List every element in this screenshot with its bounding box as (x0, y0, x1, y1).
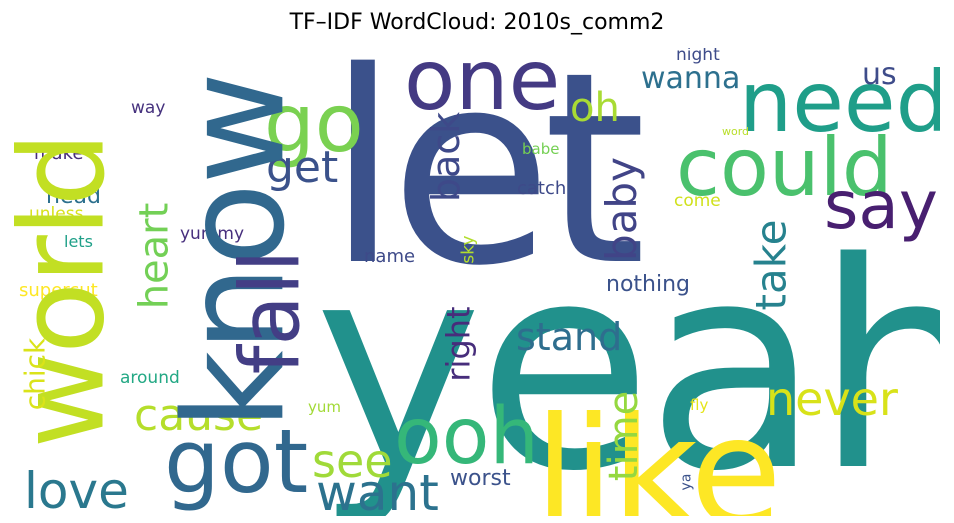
word-come: come (674, 191, 721, 211)
word-fly: fly (690, 396, 709, 414)
word-make: make (34, 143, 84, 164)
word-one: one (404, 48, 561, 129)
word-supercut: supercut (19, 280, 98, 301)
word-night: night (676, 48, 720, 65)
word-baby: baby (596, 157, 646, 261)
word-right: right (439, 306, 478, 382)
word-catch: catch (517, 178, 567, 199)
word-see: see (312, 434, 393, 488)
word-cause: cause (134, 390, 264, 441)
word-babe: babe (522, 140, 560, 158)
word-wanna: wanna (641, 61, 741, 96)
chart-title: TF–IDF WordCloud: 2010s_comm2 (289, 10, 665, 35)
word-cloud: yeah let like one need could go say got … (14, 48, 940, 516)
word-lets: lets (64, 232, 93, 251)
word-yeah: yeah (314, 202, 940, 516)
word-around: around (120, 368, 180, 388)
word-take: take (746, 219, 796, 311)
word-want: want (316, 464, 439, 516)
word-got: got (164, 410, 309, 513)
word-way: way (131, 98, 166, 118)
word-let: let (326, 48, 647, 324)
word-ya: ya (678, 473, 695, 491)
word-need: need (739, 53, 940, 151)
word-ooh: ooh (394, 392, 539, 482)
word-time: time (601, 390, 648, 482)
word-fall: fall (223, 249, 319, 375)
word-chick: chick (18, 337, 52, 411)
word-never: never (766, 372, 898, 426)
word-get: get (266, 142, 339, 193)
word-could: could (676, 121, 893, 214)
word-say: say (824, 167, 938, 244)
word-like: like (534, 386, 782, 516)
word-yummy: yummy (180, 224, 245, 244)
word-back: back (424, 111, 469, 203)
word-name: name (364, 246, 416, 267)
word-us: us (862, 57, 897, 92)
word-head: head (46, 184, 101, 209)
word-worst: worst (450, 466, 511, 491)
word-yum: yum (308, 398, 341, 416)
word-stand: stand (516, 315, 623, 359)
word-heart: heart (131, 202, 178, 310)
word-go: go (264, 77, 364, 170)
word-sky: sky (458, 235, 479, 264)
word-unless: unless (29, 204, 84, 224)
word-love: love (24, 462, 129, 516)
word-word: word (722, 125, 750, 138)
word-nothing: nothing (606, 272, 690, 297)
word-oh: oh (570, 85, 620, 131)
